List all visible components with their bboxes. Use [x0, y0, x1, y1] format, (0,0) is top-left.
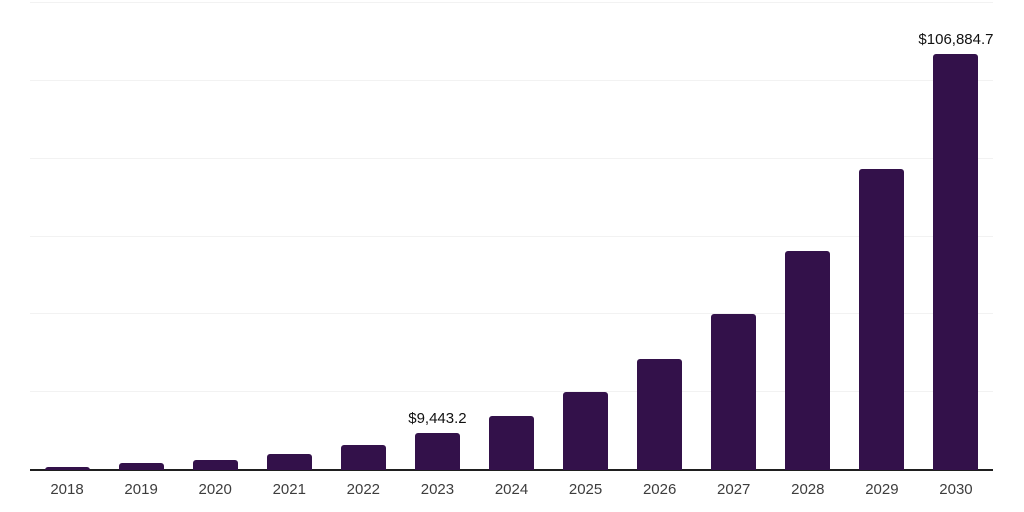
- bar-2020: [192, 459, 238, 470]
- x-axis-tick-labels: 2018 2019 2020 2021 2022 2023 2024 2025 2026 2027…: [30, 481, 993, 509]
- bar-2029: [859, 168, 905, 470]
- x-tick-label-2029: 2029: [865, 481, 899, 498]
- bar-2025: [563, 391, 609, 470]
- plot-area: $9,443.2 $106,884.7: [30, 2, 994, 471]
- x-tick-label-2023: 2023: [420, 481, 455, 498]
- x-tick-label-2026: 2026: [642, 481, 677, 498]
- gridline: [30, 391, 993, 393]
- x-tick-label-2024: 2024: [494, 481, 529, 498]
- gridline: [30, 79, 993, 81]
- bar-2030: [933, 54, 979, 470]
- x-tick-label-2018: 2018: [50, 481, 84, 498]
- gridline: [30, 2, 993, 3]
- bar-2018: [44, 466, 90, 470]
- x-tick-label-2019: 2019: [124, 481, 158, 498]
- gridline: [30, 157, 993, 159]
- x-tick-label-2021: 2021: [272, 481, 306, 498]
- x-tick-label-2027: 2027: [717, 481, 751, 498]
- bar-2023: [414, 433, 460, 470]
- bar-value-label-2023: $9,443.2: [408, 410, 467, 428]
- bar-value-label-2030: $106,884.7: [918, 31, 994, 49]
- gridline: [30, 313, 993, 315]
- bar-2022: [340, 445, 386, 470]
- x-tick-label-2025: 2025: [568, 481, 603, 498]
- x-tick-label-2020: 2020: [198, 481, 232, 498]
- bar-2021: [266, 454, 312, 470]
- bar-2026: [637, 358, 683, 470]
- x-axis-line: [30, 469, 993, 471]
- x-tick-label-2022: 2022: [346, 481, 381, 498]
- x-tick-label-2030: 2030: [939, 481, 973, 498]
- bar-2019: [118, 462, 164, 470]
- bar-2028: [785, 251, 831, 470]
- x-tick-label-2028: 2028: [791, 481, 825, 498]
- bar-2024: [489, 415, 534, 470]
- gridline: [30, 235, 993, 237]
- bar-2027: [711, 313, 757, 470]
